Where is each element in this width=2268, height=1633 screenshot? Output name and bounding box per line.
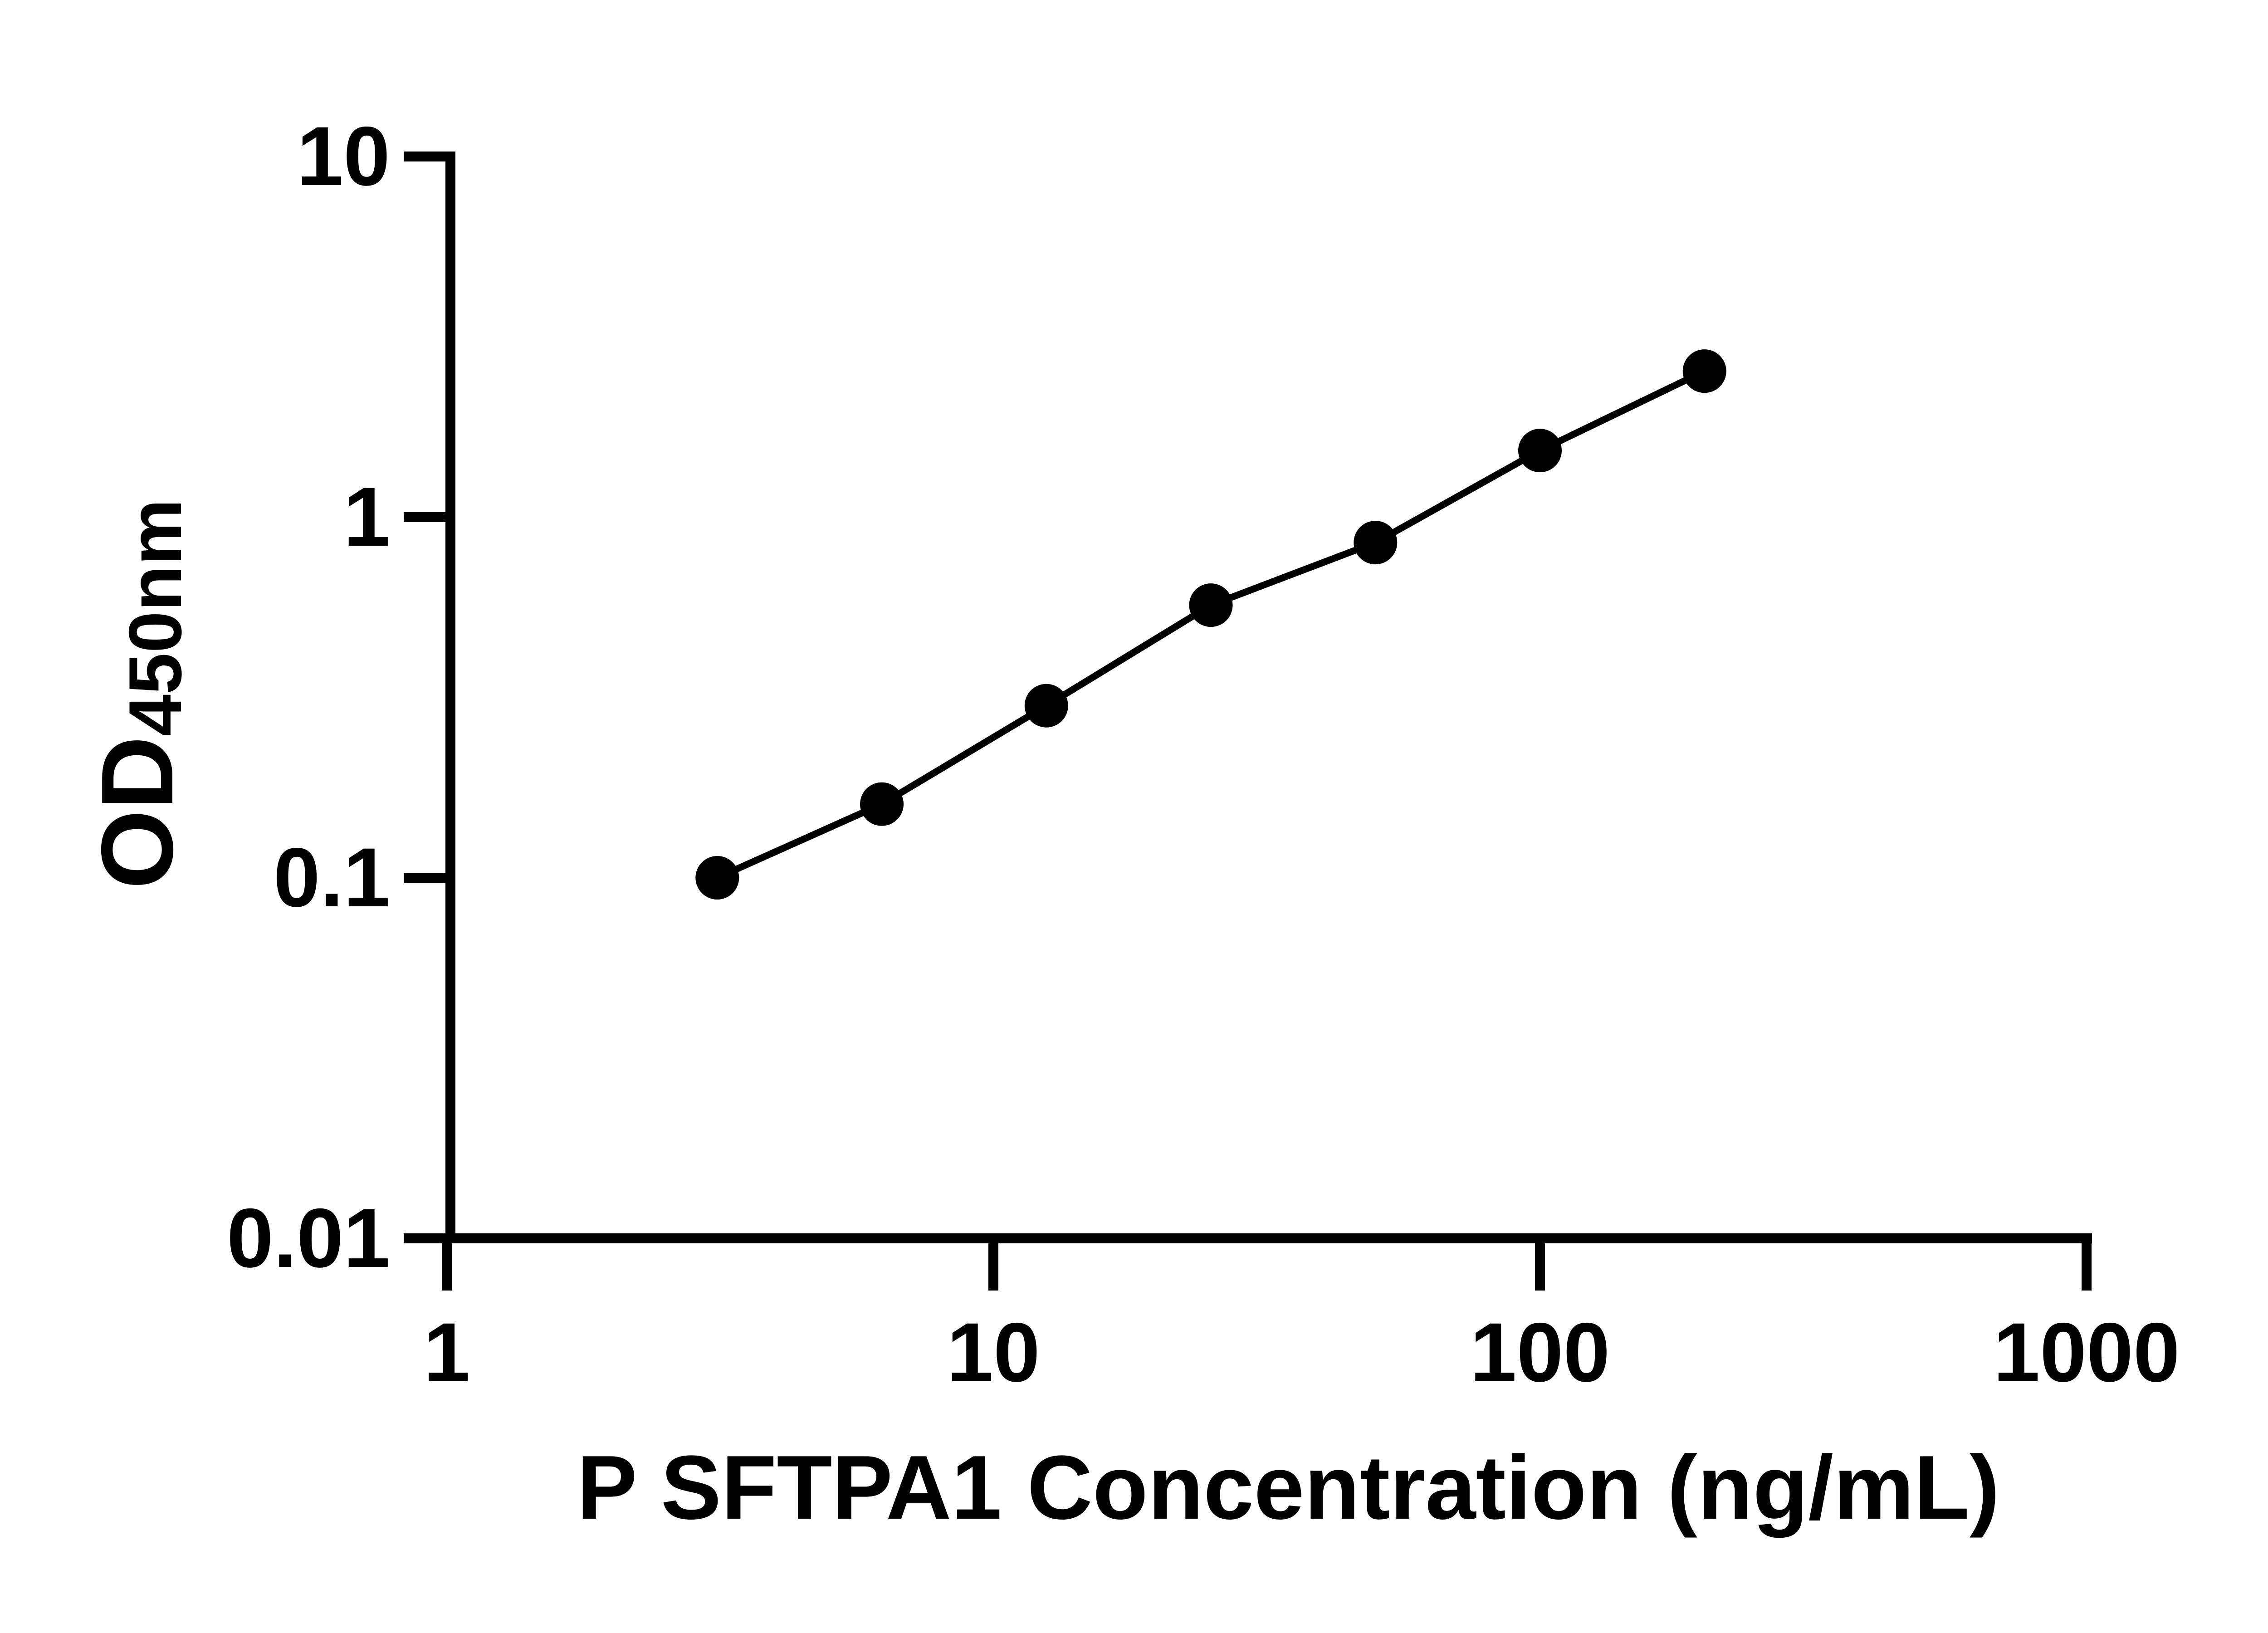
y-tick-label-0.1: 0.1 — [273, 831, 390, 924]
data-point-marker — [1024, 684, 1068, 728]
data-point-marker — [695, 856, 739, 900]
y-tick-label-10: 10 — [297, 110, 390, 203]
data-point-marker — [1682, 349, 1726, 393]
y-tick-label-1: 1 — [343, 470, 390, 564]
x-tick-label-1: 1 — [423, 1306, 470, 1399]
x-tick-label-100: 100 — [1470, 1306, 1610, 1399]
y-axis-title-main: OD — [79, 736, 194, 890]
y-axis-title-subscript: 450nm — [113, 499, 197, 736]
data-point-marker — [1518, 429, 1562, 473]
x-tick-label-10: 10 — [947, 1306, 1040, 1399]
x-axis-title: P SFTPA1 Concentration (ng/mL) — [577, 1437, 2000, 1538]
data-point-marker — [1189, 583, 1233, 627]
tick-marks — [404, 152, 2092, 1291]
data-points — [695, 349, 1726, 900]
y-tick-label-0.01: 0.01 — [226, 1192, 390, 1285]
x-tick-label-1000: 1000 — [1993, 1306, 2180, 1399]
data-point-marker — [1354, 521, 1398, 565]
data-point-marker — [860, 782, 904, 826]
y-axis-title: OD 450nm — [69, 399, 205, 989]
